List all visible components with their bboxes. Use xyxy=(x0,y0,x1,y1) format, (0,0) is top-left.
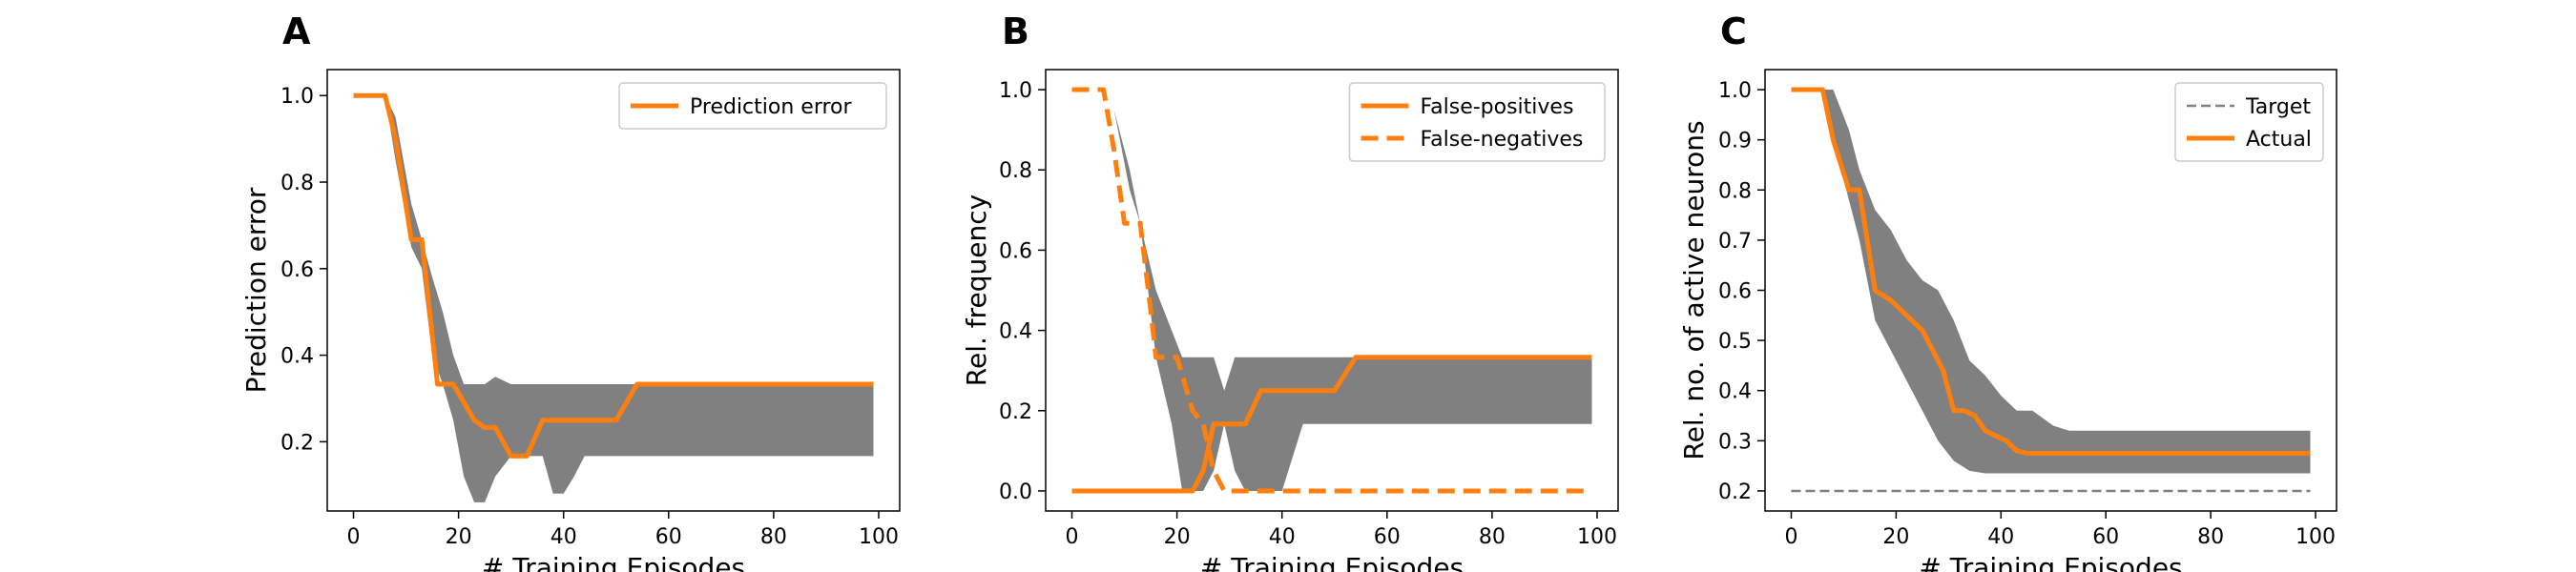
y-tick-label: 0.0 xyxy=(999,480,1032,504)
y-tick-label: 0.6 xyxy=(280,258,314,282)
x-axis-label: # Training Episodes xyxy=(482,552,745,572)
legend-box xyxy=(1348,82,1606,162)
panel-letter: A xyxy=(282,10,311,52)
y-tick-label: 1.0 xyxy=(280,85,314,109)
x-tick-label: 0 xyxy=(1784,525,1797,549)
y-tick-label: 0.4 xyxy=(280,345,314,369)
y-tick-label: 0.5 xyxy=(1718,330,1752,354)
y-tick-label: 0.8 xyxy=(999,159,1032,183)
plot-frame xyxy=(1045,69,1619,512)
variability-band xyxy=(353,95,874,502)
x-tick-label: 60 xyxy=(1374,525,1401,549)
y-tick-label: 0.2 xyxy=(280,431,314,455)
legend-box xyxy=(618,82,887,130)
x-tick-label: 20 xyxy=(1164,525,1191,549)
x-tick-label: 80 xyxy=(2197,525,2224,549)
y-tick-label: 1.0 xyxy=(999,79,1032,103)
panel-letter: B xyxy=(1002,10,1029,52)
actual-line xyxy=(1791,87,2311,456)
y-tick-label: 0.2 xyxy=(1718,480,1752,504)
x-tick-label: 20 xyxy=(446,525,472,549)
legend-label: False-negatives xyxy=(1421,128,1584,152)
x-tick-label: 80 xyxy=(1479,525,1506,549)
x-tick-label: 20 xyxy=(1882,525,1909,549)
x-tick-label: 60 xyxy=(655,525,682,549)
x-axis-label: # Training Episodes xyxy=(1200,552,1464,572)
panel-letter: C xyxy=(1720,10,1747,52)
legend-label: False-positives xyxy=(1421,95,1574,119)
y-tick-label: 0.2 xyxy=(999,400,1032,424)
y-tick-label: 0.4 xyxy=(1718,380,1752,404)
y-axis-label: Rel. frequency xyxy=(961,194,992,386)
x-tick-label: 0 xyxy=(347,525,361,549)
variability-band xyxy=(1791,90,2311,474)
x-tick-label: 60 xyxy=(2092,525,2119,549)
x-tick-label: 80 xyxy=(760,525,787,549)
plot-frame xyxy=(326,69,901,512)
y-tick-label: 0.6 xyxy=(1718,280,1752,304)
y-tick-label: 0.6 xyxy=(999,239,1032,263)
legend-label: Target xyxy=(2245,95,2311,119)
x-axis-label: # Training Episodes xyxy=(1919,552,2182,572)
y-tick-label: 0.4 xyxy=(999,320,1032,344)
panel-a: A 0 20 40 60 80 100 0.2 0.4 0.6 0.8 1.0 # Training E… xyxy=(240,10,901,572)
x-tick-label: 100 xyxy=(859,525,899,549)
y-tick-label: 1.0 xyxy=(1718,79,1752,103)
y-axis-label: Prediction error xyxy=(240,187,272,393)
panel-c: C 0 20 40 60 80 100 0.2 0.3 0.4 0.5 0.6 0.7 0.8 0.9 1.0… xyxy=(1678,10,2337,572)
variability-band xyxy=(1103,90,1592,491)
legend-box xyxy=(2174,82,2324,162)
legend: False-positives False-negatives xyxy=(1348,82,1606,162)
legend-label: Prediction error xyxy=(690,95,852,119)
x-tick-label: 40 xyxy=(1269,525,1296,549)
x-tick-label: 100 xyxy=(1577,525,1617,549)
legend-label: Actual xyxy=(2246,128,2312,152)
x-tick-label: 40 xyxy=(551,525,577,549)
y-axis-label: Rel. no. of active neurons xyxy=(1678,120,1710,460)
x-tick-label: 0 xyxy=(1066,525,1079,549)
y-tick-label: 0.3 xyxy=(1718,430,1752,454)
false-negatives-line xyxy=(1071,87,1592,494)
panel-b: B 0 20 40 60 80 100 0.0 0.2 0.4 0.6 0.8 1.0 # Trainin… xyxy=(961,10,1619,572)
x-tick-label: 100 xyxy=(2296,525,2336,549)
y-tick-label: 0.8 xyxy=(1718,179,1752,203)
legend: Prediction error xyxy=(618,82,887,130)
y-tick-label: 0.8 xyxy=(280,172,314,195)
y-tick-label: 0.9 xyxy=(1718,130,1752,153)
prediction-error-line xyxy=(353,92,874,459)
y-tick-label: 0.7 xyxy=(1718,230,1752,254)
x-tick-label: 40 xyxy=(1987,525,2014,549)
false-positives-line xyxy=(1071,355,1592,494)
legend: Target Actual xyxy=(2174,82,2324,162)
